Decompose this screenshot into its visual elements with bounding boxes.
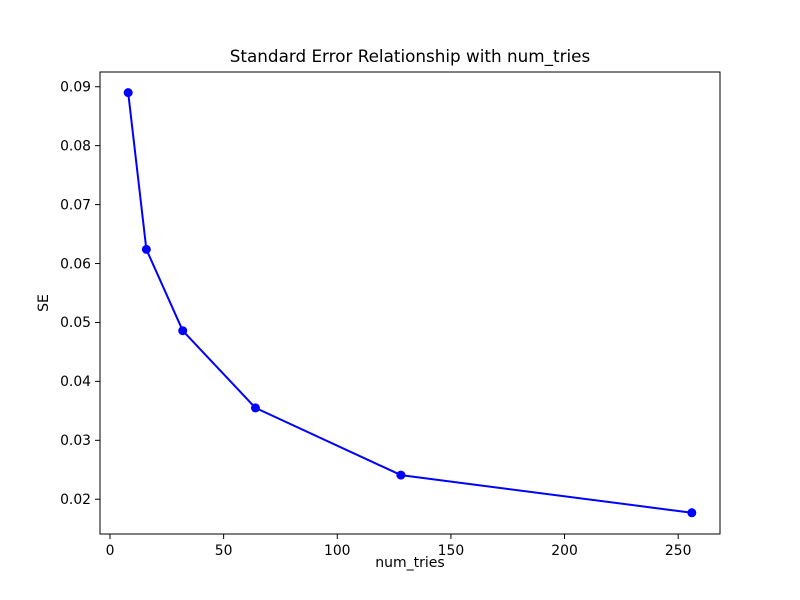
y-tick-label: 0.02 xyxy=(60,492,91,508)
data-point-marker xyxy=(123,88,133,98)
y-axis-ticks: 0.02 0.03 0.04 0.05 0.06 0.07 0.08 0.09 xyxy=(60,80,100,508)
y-tick-label: 0.04 xyxy=(60,374,91,390)
data-point-marker xyxy=(178,326,188,336)
x-tick-label: 200 xyxy=(551,543,578,559)
data-point-marker xyxy=(396,470,406,480)
y-tick-label: 0.05 xyxy=(60,315,91,331)
y-axis-label: SE xyxy=(36,294,52,312)
y-tick-label: 0.09 xyxy=(60,80,91,96)
data-point-marker xyxy=(141,244,151,254)
chart-title: Standard Error Relationship with num_tri… xyxy=(230,46,590,67)
y-tick-label: 0.03 xyxy=(60,433,91,449)
series-line xyxy=(127,91,693,514)
plot-area xyxy=(99,71,721,535)
data-point-marker xyxy=(687,508,697,518)
y-tick-label: 0.06 xyxy=(60,256,91,272)
x-tick-label: 150 xyxy=(438,543,465,559)
x-axis-label: num_tries xyxy=(375,555,444,571)
x-tick-label: 50 xyxy=(215,543,233,559)
y-tick-label: 0.07 xyxy=(60,197,91,213)
x-tick-label: 100 xyxy=(324,543,351,559)
y-tick-label: 0.08 xyxy=(60,138,91,154)
x-tick-label: 250 xyxy=(665,543,692,559)
data-point-marker xyxy=(250,403,260,413)
series-markers xyxy=(123,88,697,518)
x-axis-ticks: 0 50 100 150 200 250 xyxy=(106,534,692,559)
x-tick-label: 0 xyxy=(106,543,115,559)
